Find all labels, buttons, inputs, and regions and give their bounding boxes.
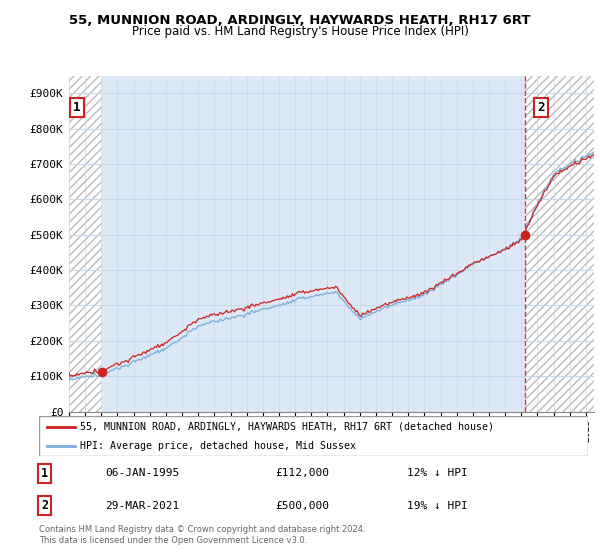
Text: 55, MUNNION ROAD, ARDINGLY, HAYWARDS HEATH, RH17 6RT: 55, MUNNION ROAD, ARDINGLY, HAYWARDS HEA… (69, 14, 531, 27)
Bar (69, 76, 102, 412)
Text: £112,000: £112,000 (275, 468, 329, 478)
FancyBboxPatch shape (39, 416, 588, 456)
Text: Contains HM Land Registry data © Crown copyright and database right 2024.
This d: Contains HM Land Registry data © Crown c… (39, 525, 365, 545)
Text: 2: 2 (537, 101, 544, 114)
Text: 1: 1 (41, 467, 48, 480)
Bar (102, 76, 525, 412)
Text: Price paid vs. HM Land Registry's House Price Index (HPI): Price paid vs. HM Land Registry's House … (131, 25, 469, 38)
Text: 2: 2 (41, 499, 48, 512)
Text: 12% ↓ HPI: 12% ↓ HPI (407, 468, 467, 478)
Text: 1: 1 (73, 101, 81, 114)
Bar (525, 76, 594, 412)
Text: 06-JAN-1995: 06-JAN-1995 (105, 468, 179, 478)
Text: 55, MUNNION ROAD, ARDINGLY, HAYWARDS HEATH, RH17 6RT (detached house): 55, MUNNION ROAD, ARDINGLY, HAYWARDS HEA… (80, 422, 494, 432)
Text: £500,000: £500,000 (275, 501, 329, 511)
Text: 19% ↓ HPI: 19% ↓ HPI (407, 501, 467, 511)
Text: 29-MAR-2021: 29-MAR-2021 (105, 501, 179, 511)
Text: HPI: Average price, detached house, Mid Sussex: HPI: Average price, detached house, Mid … (80, 441, 356, 450)
